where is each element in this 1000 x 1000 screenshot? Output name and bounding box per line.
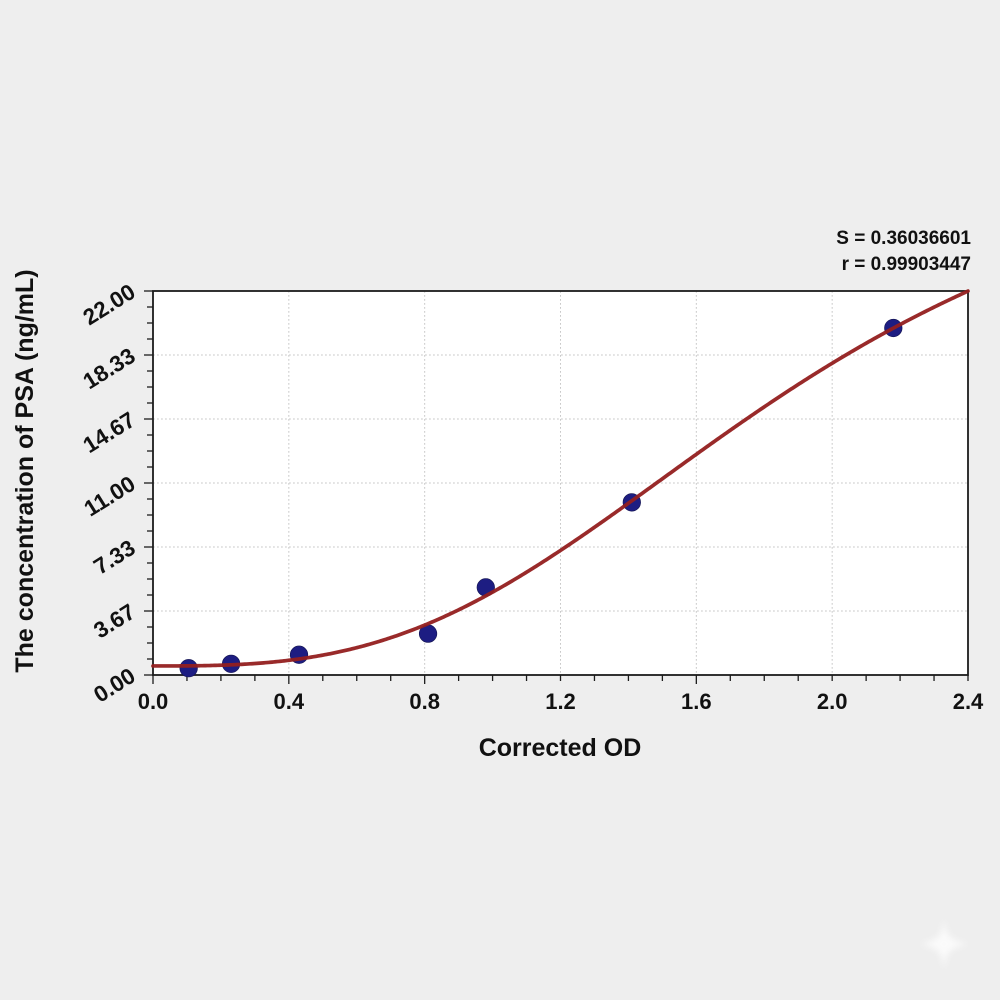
svg-text:1.2: 1.2: [545, 689, 576, 714]
svg-text:r = 0.99903447: r = 0.99903447: [842, 254, 971, 275]
svg-text:S = 0.36036601: S = 0.36036601: [836, 228, 971, 249]
svg-text:2.0: 2.0: [817, 689, 848, 714]
svg-text:1.6: 1.6: [681, 689, 712, 714]
svg-text:The concentration of PSA (ng/m: The concentration of PSA (ng/mL): [11, 269, 39, 672]
svg-text:0.8: 0.8: [409, 689, 440, 714]
svg-text:0.0: 0.0: [138, 689, 169, 714]
svg-text:0.4: 0.4: [274, 689, 305, 714]
svg-text:2.4: 2.4: [953, 689, 984, 714]
svg-text:Corrected OD: Corrected OD: [479, 734, 642, 762]
